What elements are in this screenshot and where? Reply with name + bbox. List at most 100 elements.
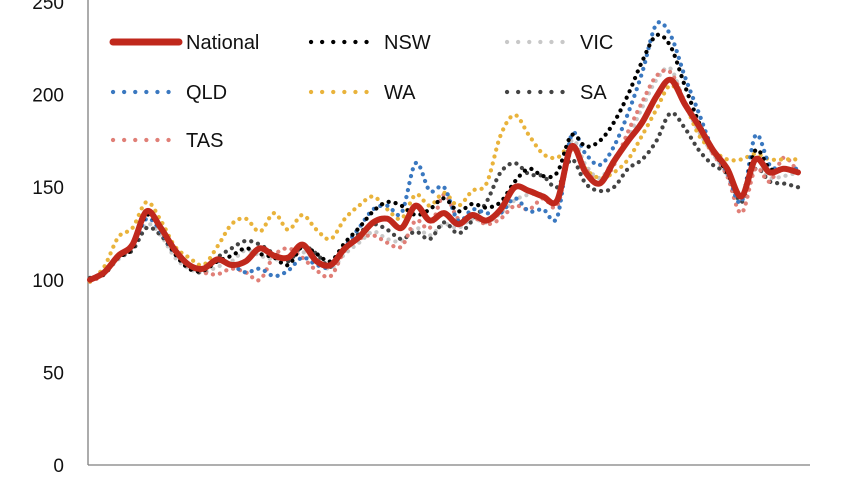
data-point-national	[415, 205, 416, 206]
data-point-sa	[684, 127, 685, 128]
data-point-qld	[741, 201, 742, 202]
data-point-national	[104, 272, 105, 273]
data-point-wa	[500, 135, 501, 136]
data-point-qld	[514, 198, 515, 199]
data-point-national	[118, 255, 119, 256]
legend-item-vic: VIC	[504, 32, 613, 54]
legend-label: National	[186, 32, 259, 54]
data-point-qld	[288, 270, 289, 271]
data-point-national	[373, 222, 374, 223]
y-tick-label: 150	[32, 178, 64, 199]
data-point-tas	[500, 218, 501, 219]
legend-label: NSW	[384, 32, 431, 54]
data-point-tas	[769, 181, 770, 182]
data-point-qld	[245, 272, 246, 273]
data-point-qld	[670, 35, 671, 36]
data-point-sa	[557, 187, 558, 188]
data-point-qld	[429, 190, 430, 191]
data-point-qld	[797, 168, 798, 169]
data-point-wa	[330, 239, 331, 240]
data-point-vic	[642, 107, 643, 108]
data-point-vic	[571, 140, 572, 141]
series-layer	[87, 20, 801, 284]
data-point-wa	[628, 159, 629, 160]
legend-item-tas: TAS	[110, 130, 223, 152]
data-point-nsw	[458, 211, 459, 212]
data-point-sa	[613, 187, 614, 188]
data-point-vic	[429, 235, 430, 236]
data-point-national	[132, 244, 133, 245]
data-point-qld	[387, 205, 388, 206]
data-point-qld	[458, 220, 459, 221]
series-line-wa	[87, 83, 801, 284]
data-point-qld	[698, 113, 699, 114]
data-point-national	[613, 161, 614, 162]
data-point-wa	[458, 205, 459, 206]
y-tick-label: 50	[43, 363, 64, 384]
y-tick-label: 200	[32, 86, 64, 107]
data-point-national	[486, 220, 487, 221]
data-point-nsw	[401, 205, 402, 206]
data-point-vic	[231, 261, 232, 262]
data-point-qld	[528, 211, 529, 212]
data-point-sa	[288, 261, 289, 262]
data-point-national	[259, 248, 260, 249]
data-point-sa	[160, 235, 161, 236]
data-point-wa	[472, 190, 473, 191]
data-point-national	[358, 237, 359, 238]
data-point-nsw	[557, 172, 558, 173]
data-point-tas	[231, 268, 232, 269]
data-point-national	[302, 244, 303, 245]
data-point-wa	[118, 237, 119, 238]
data-point-tas	[373, 235, 374, 236]
data-point-wa	[557, 157, 558, 158]
data-point-national	[231, 264, 232, 265]
y-tick-label: 250	[32, 0, 64, 14]
data-point-wa	[486, 183, 487, 184]
data-point-wa	[599, 177, 600, 178]
data-point-sa	[458, 233, 459, 234]
y-tick-label: 0	[53, 456, 64, 477]
legend-label: WA	[384, 82, 416, 104]
data-point-wa	[727, 159, 728, 160]
data-point-national	[797, 172, 798, 173]
data-point-nsw	[415, 214, 416, 215]
data-point-wa	[528, 135, 529, 136]
series-national	[87, 76, 801, 283]
data-point-national	[217, 259, 218, 260]
legend-item-qld: QLD	[110, 82, 227, 104]
chart-axes: 0 50 100 150 200 250	[32, 0, 810, 477]
data-point-vic	[373, 231, 374, 232]
data-point-wa	[316, 229, 317, 230]
data-point-wa	[344, 218, 345, 219]
data-point-sa	[656, 140, 657, 141]
data-point-national	[203, 268, 204, 269]
data-point-wa	[358, 205, 359, 206]
data-point-wa	[288, 229, 289, 230]
data-point-nsw	[344, 242, 345, 243]
data-point-nsw	[486, 207, 487, 208]
data-point-national	[642, 122, 643, 123]
data-point-qld	[543, 209, 544, 210]
data-point-sa	[231, 248, 232, 249]
data-point-national	[429, 220, 430, 221]
data-point-wa	[514, 114, 515, 115]
data-point-vic	[458, 227, 459, 228]
data-point-wa	[189, 257, 190, 258]
data-point-sa	[514, 163, 515, 164]
data-point-wa	[797, 159, 798, 160]
legend-item-national: National	[109, 32, 259, 54]
legend-label: QLD	[186, 82, 227, 104]
data-point-nsw	[245, 248, 246, 249]
data-point-sa	[528, 174, 529, 175]
data-point-qld	[486, 213, 487, 214]
series-sa	[87, 110, 801, 280]
data-point-nsw	[259, 253, 260, 254]
data-point-wa	[217, 246, 218, 247]
data-point-sa	[387, 229, 388, 230]
series-line-nsw	[87, 32, 801, 282]
data-point-qld	[401, 213, 402, 214]
data-point-qld	[472, 209, 473, 210]
data-point-nsw	[443, 198, 444, 199]
data-point-sa	[245, 240, 246, 241]
